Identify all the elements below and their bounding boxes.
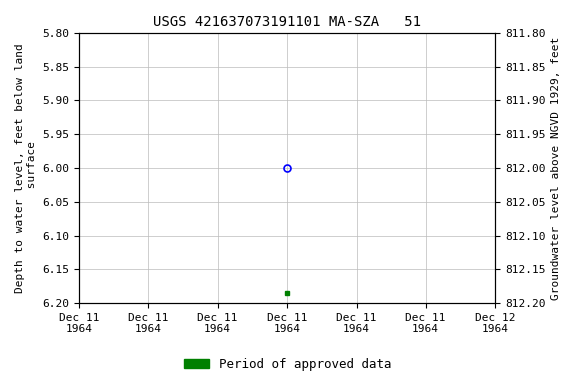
Y-axis label: Groundwater level above NGVD 1929, feet: Groundwater level above NGVD 1929, feet <box>551 36 561 300</box>
Title: USGS 421637073191101 MA-SZA   51: USGS 421637073191101 MA-SZA 51 <box>153 15 421 29</box>
Y-axis label: Depth to water level, feet below land
 surface: Depth to water level, feet below land su… <box>15 43 37 293</box>
Legend: Period of approved data: Period of approved data <box>179 353 397 376</box>
